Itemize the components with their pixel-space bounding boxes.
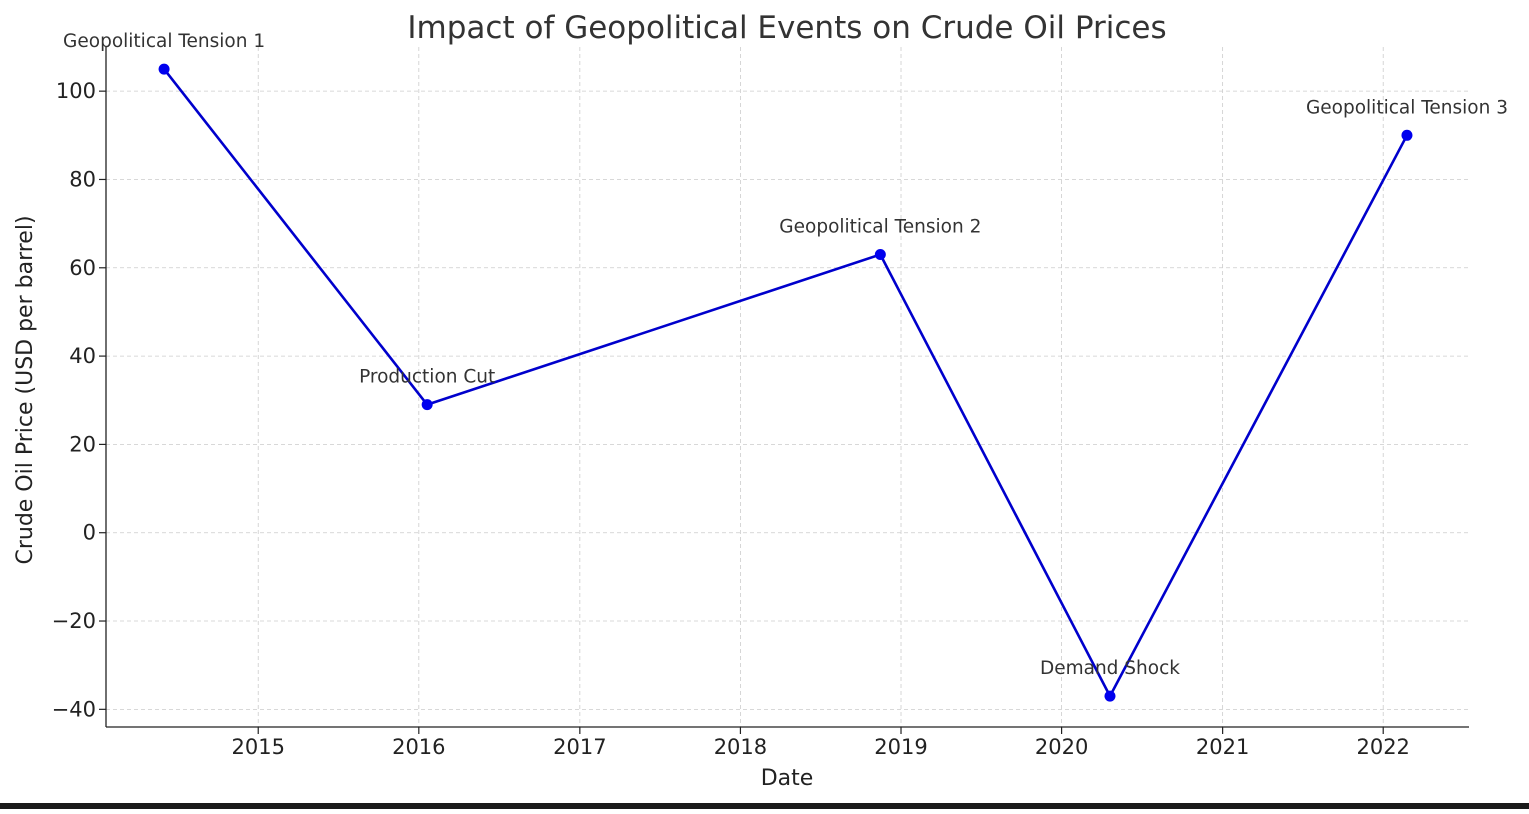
annotation-label: Demand Shock: [1040, 658, 1180, 679]
y-tick-label: 40: [69, 344, 96, 368]
y-tick-label: −40: [52, 697, 96, 721]
annotation-label: Geopolitical Tension 2: [779, 217, 981, 238]
x-tick-label: 2019: [874, 735, 927, 759]
data-points: [158, 63, 1413, 702]
annotations: Geopolitical Tension 1 Production Cut Geop…: [63, 31, 1508, 679]
data-point: [158, 63, 170, 75]
data-point: [1401, 129, 1413, 141]
x-tick-label: 2017: [553, 735, 606, 759]
y-axis-label: Crude Oil Price (USD per barrel): [13, 215, 38, 564]
x-tick-label: 2022: [1356, 735, 1409, 759]
chart-title: Impact of Geopolitical Events on Crude O…: [407, 10, 1166, 46]
x-tick-label: 2020: [1035, 735, 1088, 759]
annotation-label: Geopolitical Tension 3: [1306, 97, 1508, 118]
x-tick-label: 2015: [232, 735, 285, 759]
series-line-layer: [163, 68, 1409, 698]
y-tick-label: 80: [69, 167, 96, 191]
y-tick-label: 20: [69, 432, 96, 456]
x-tick-label: 2021: [1196, 735, 1249, 759]
y-tick-label: 0: [83, 521, 96, 545]
data-point: [421, 399, 433, 411]
data-point: [874, 249, 886, 261]
tick-labels: 100 80 60 40 20 0 −20 −40 2015 2016 2017 2018 2019 20…: [52, 79, 1410, 759]
x-tick-label: 2018: [714, 735, 767, 759]
axes: [99, 47, 1469, 734]
series-line: [163, 68, 1409, 698]
annotation-label: Production Cut: [359, 367, 495, 388]
x-tick-label: 2016: [392, 735, 445, 759]
y-tick-label: 60: [69, 256, 96, 280]
y-tick-label: −20: [52, 609, 96, 633]
x-axis-label: Date: [761, 766, 814, 791]
data-point: [1104, 690, 1116, 702]
bottom-border: [0, 803, 1529, 809]
annotation-label: Geopolitical Tension 1: [63, 31, 265, 52]
gridlines: [106, 47, 1469, 727]
y-tick-label: 100: [56, 79, 96, 103]
